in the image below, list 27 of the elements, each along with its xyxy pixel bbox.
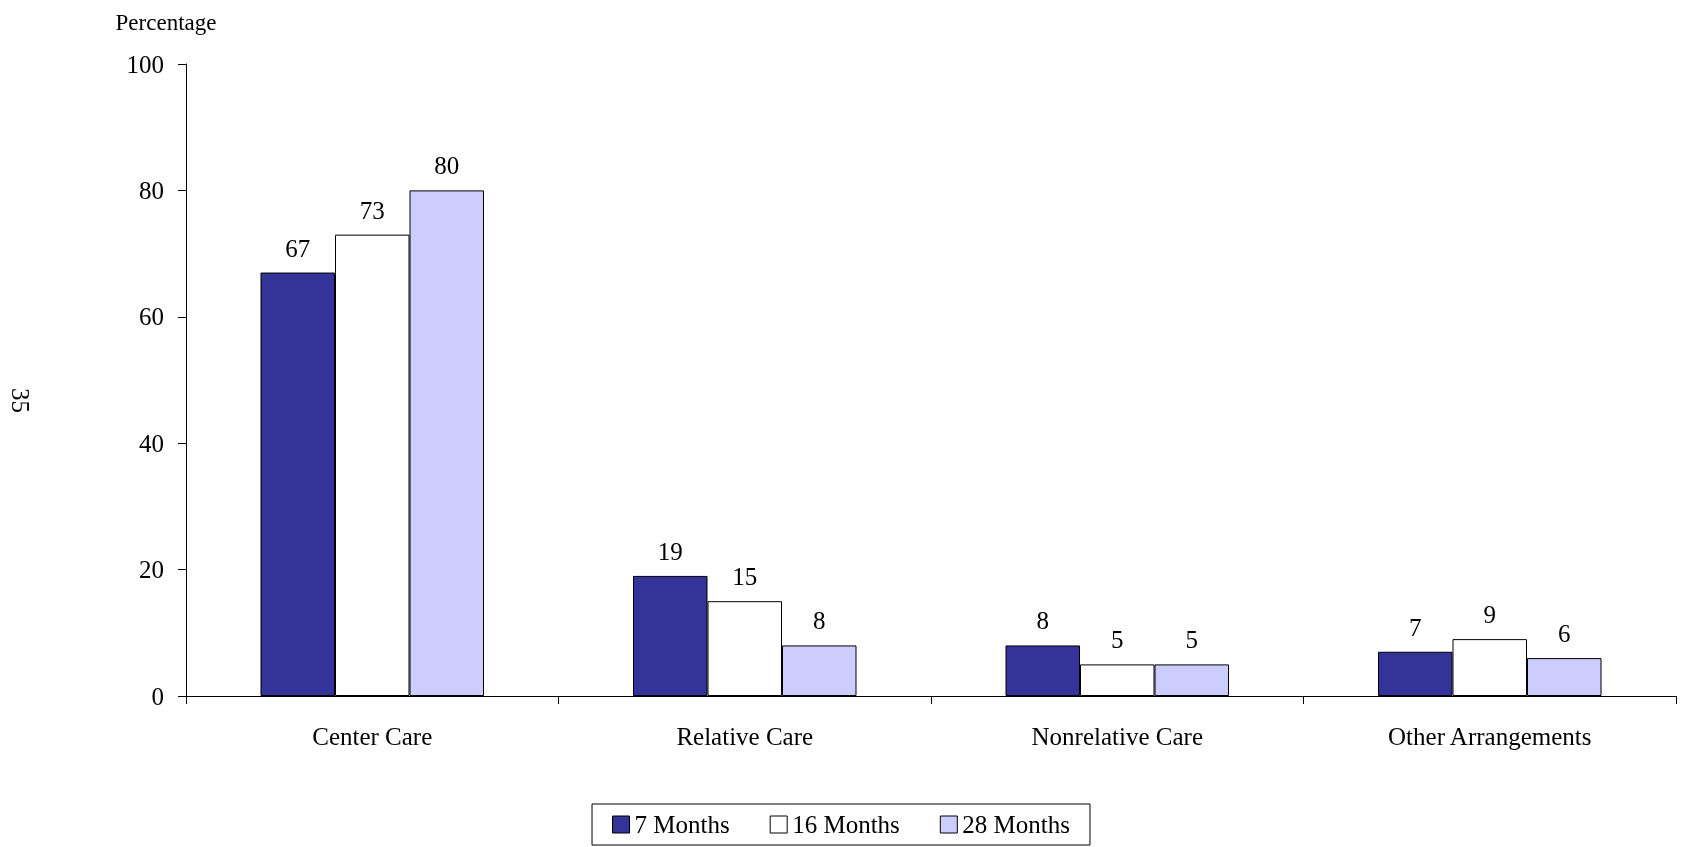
- y-tick-label: 100: [126, 50, 164, 78]
- x-tick-label: Relative Care: [676, 723, 814, 750]
- x-tick-label: Nonrelative Care: [1031, 723, 1203, 750]
- data-label: 5: [1111, 626, 1124, 654]
- legend-label: 7 Months: [634, 811, 730, 838]
- data-label: 73: [359, 196, 385, 224]
- data-label: 9: [1483, 601, 1496, 629]
- x-tick-label: Other Arrangements: [1388, 723, 1592, 750]
- y-tick-label: 40: [139, 429, 164, 457]
- data-label: 80: [434, 152, 460, 180]
- legend-label: 16 Months: [792, 811, 900, 838]
- legend-label: 28 Months: [962, 811, 1070, 838]
- y-tick-label: 20: [139, 556, 164, 584]
- y-axis-title: Percentage: [115, 10, 217, 35]
- x-tick-label: Center Care: [312, 723, 433, 750]
- data-label: 15: [732, 563, 758, 591]
- data-label: 19: [657, 537, 683, 565]
- data-label: 5: [1185, 626, 1198, 654]
- y-tick-label: 60: [139, 303, 164, 331]
- y-tick-label: 0: [151, 682, 164, 710]
- text: 35: [7, 388, 34, 413]
- data-label: 8: [813, 607, 826, 635]
- y-tick-label: 80: [139, 176, 164, 204]
- data-label: 6: [1558, 620, 1571, 648]
- data-label: 8: [1036, 607, 1049, 635]
- data-label: 67: [285, 234, 311, 262]
- data-label: 7: [1409, 613, 1422, 641]
